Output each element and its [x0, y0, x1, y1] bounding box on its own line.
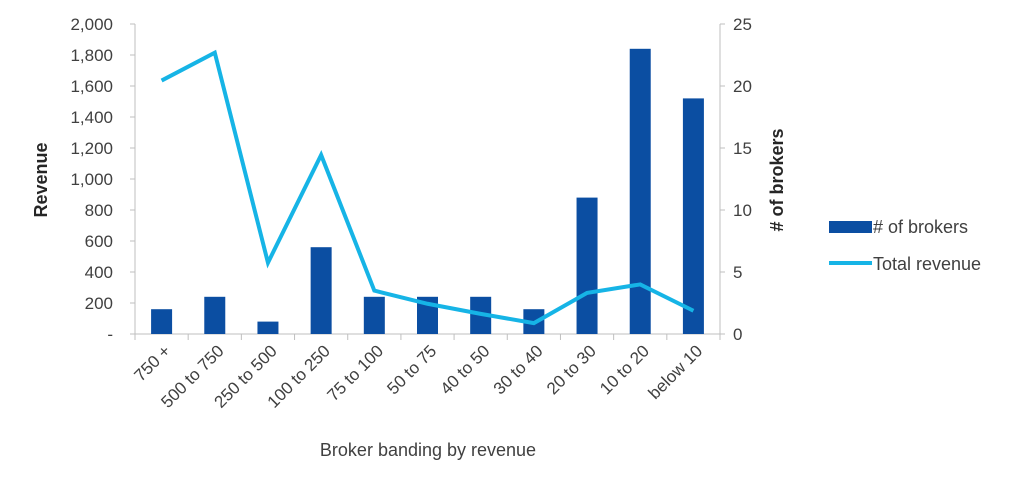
y2-axis-title: # of brokers [767, 128, 787, 231]
y-tick-label: 800 [85, 201, 113, 220]
legend-swatch-brokers [829, 221, 872, 233]
y-tick-label: 1,200 [70, 139, 113, 158]
legend-label-brokers: # of brokers [873, 217, 968, 237]
bar-brokers [310, 247, 332, 334]
revenue-line-path [160, 49, 695, 326]
y2-tick-label: 20 [733, 77, 752, 96]
x-tick-label: 30 to 40 [490, 341, 547, 398]
bars [151, 48, 704, 335]
y2-tick-label: 10 [733, 201, 752, 220]
bar-brokers [629, 48, 651, 335]
bar-brokers [363, 296, 385, 334]
y-tick-label: 1,400 [70, 108, 113, 127]
bar-brokers [257, 321, 279, 334]
y2-tick-label: 15 [733, 139, 752, 158]
y-tick-label: 2,000 [70, 15, 113, 34]
legend-label-revenue: Total revenue [873, 254, 981, 274]
y-tick-label: 200 [85, 294, 113, 313]
y-tick-label: - [107, 325, 113, 344]
y2-tick-label: 0 [733, 325, 742, 344]
y-tick-label: 1,800 [70, 46, 113, 65]
x-tick-label: below 10 [645, 341, 707, 403]
x-tick-label: 20 to 30 [543, 341, 600, 398]
legend: # of brokers Total revenue [829, 217, 981, 274]
x-axis-title: Broker banding by revenue [320, 440, 536, 460]
y-tick-label: 1,600 [70, 77, 113, 96]
y-tick-label: 400 [85, 263, 113, 282]
x-tick-label: 75 to 100 [324, 341, 388, 405]
y-tick-label: 1,000 [70, 170, 113, 189]
y-tick-label: 600 [85, 232, 113, 251]
bar-brokers [204, 296, 226, 334]
bar-brokers [576, 197, 598, 334]
revenue-line [160, 49, 695, 326]
y-axis-title: Revenue [31, 142, 51, 217]
y2-tick-label: 25 [733, 15, 752, 34]
x-tick-label: 40 to 50 [437, 341, 494, 398]
y2-tick-label: 5 [733, 263, 742, 282]
x-tick-label: 50 to 75 [383, 341, 440, 398]
x-tick-label: 750 + [131, 341, 175, 385]
bar-brokers [682, 98, 704, 335]
bar-brokers [151, 309, 173, 334]
